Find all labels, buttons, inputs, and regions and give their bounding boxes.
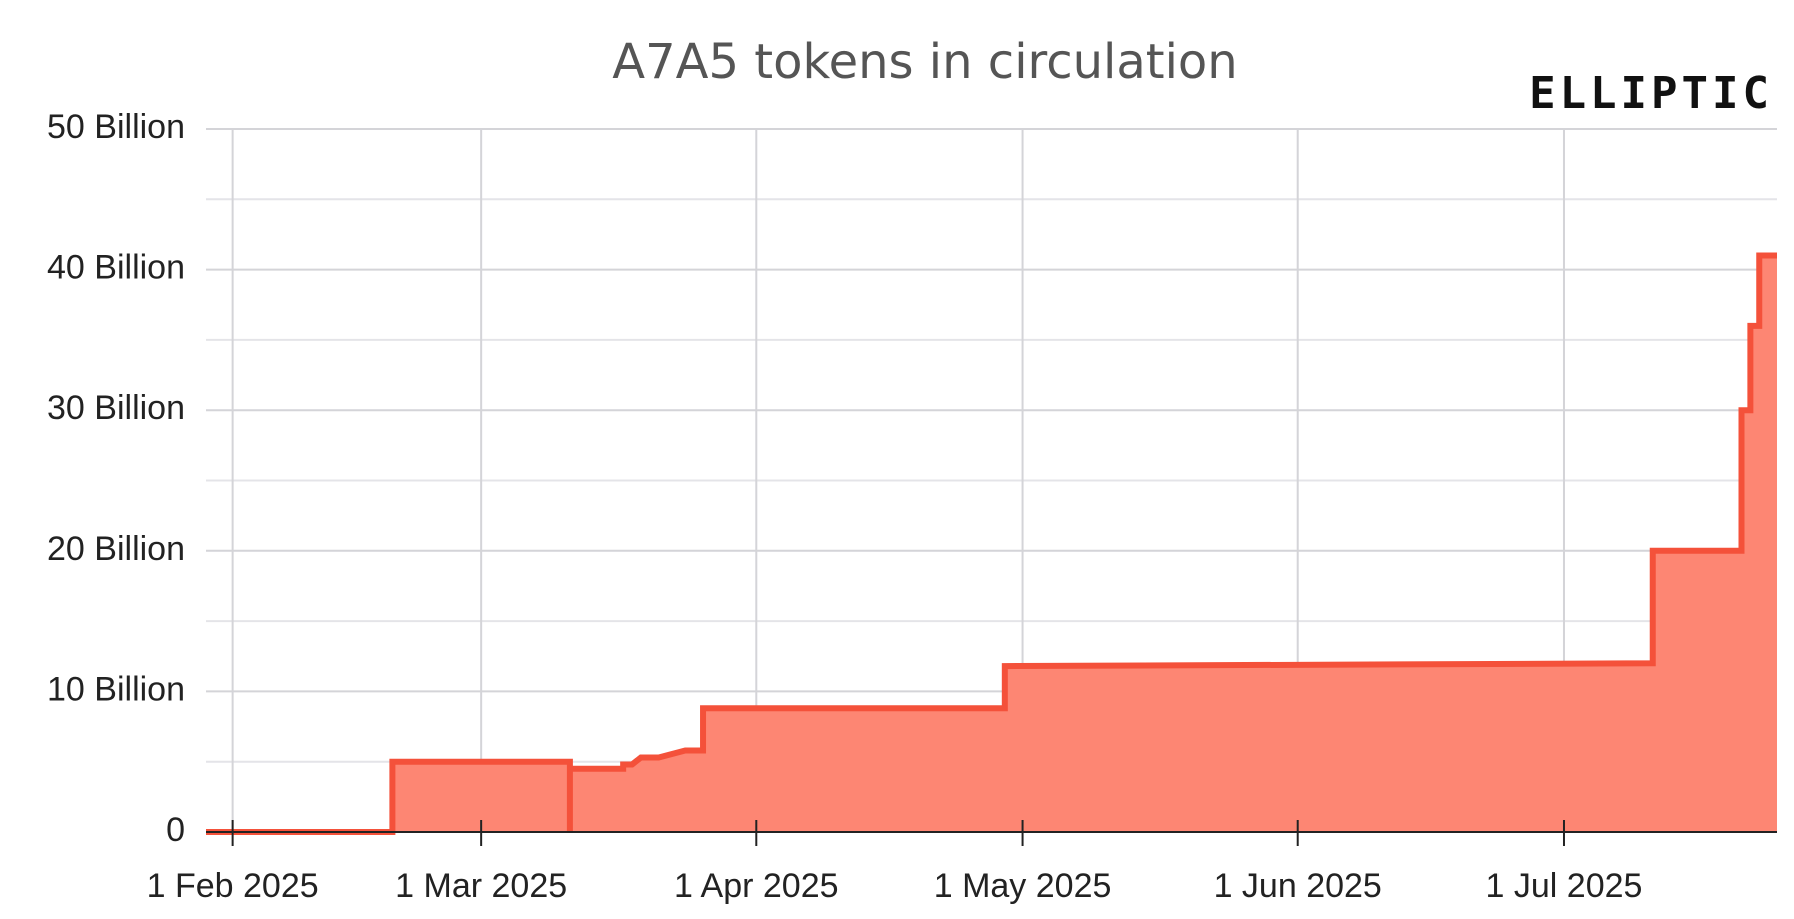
y-tick-label: 30 Billion (47, 389, 185, 427)
chart-title: A7A5 tokens in circulation (612, 34, 1237, 90)
y-tick-label: 10 Billion (47, 670, 185, 708)
x-tick-label: 1 Apr 2025 (674, 867, 838, 905)
x-tick-label: 1 Jul 2025 (1486, 867, 1643, 905)
y-tick-label: 20 Billion (47, 530, 185, 568)
x-tick-label: 1 Mar 2025 (395, 867, 567, 905)
y-tick-label: 0 (166, 811, 185, 849)
logo: ELLIPTIC (1529, 68, 1773, 119)
area (206, 255, 1777, 833)
x-tick-label: 1 Feb 2025 (147, 867, 319, 905)
y-tick-label: 40 Billion (47, 249, 185, 287)
y-tick-label: 50 Billion (47, 108, 185, 146)
x-tick-label: 1 May 2025 (934, 867, 1112, 905)
x-tick-label: 1 Jun 2025 (1214, 867, 1382, 905)
